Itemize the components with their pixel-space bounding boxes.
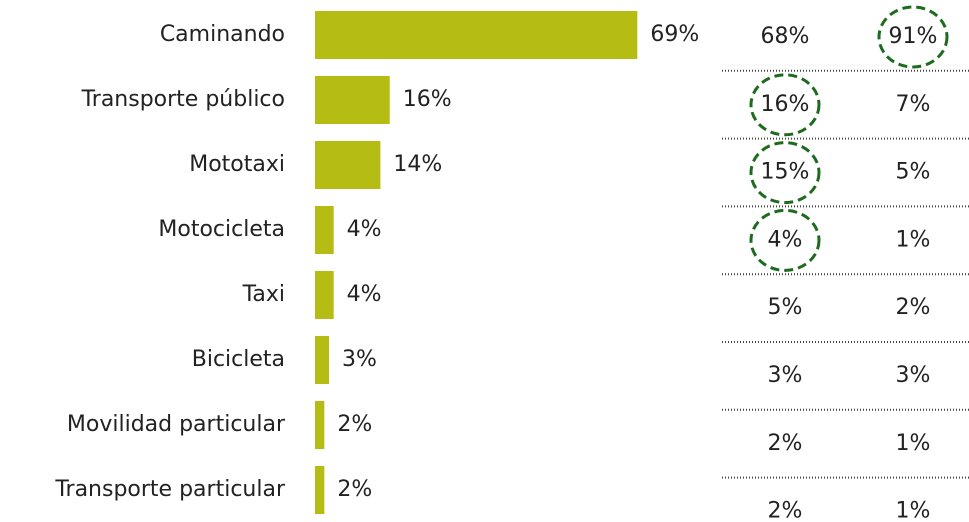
column-value: 5% (768, 295, 803, 320)
category-label: Caminando (160, 22, 285, 47)
column-value: 91% (889, 24, 938, 49)
value-label: 2% (337, 477, 372, 502)
column-value: 3% (896, 363, 931, 388)
value-label: 14% (393, 152, 442, 177)
bar (315, 336, 330, 384)
bar (315, 271, 334, 319)
bar (315, 141, 381, 189)
column-value: 1% (896, 499, 931, 522)
category-label: Mototaxi (189, 152, 285, 177)
category-label: Transporte particular (54, 477, 286, 502)
bar (315, 401, 325, 449)
column-value: 1% (896, 431, 931, 456)
category-label: Taxi (242, 282, 285, 307)
value-label: 4% (347, 282, 382, 307)
category-label: Motocicleta (158, 217, 285, 242)
column-value: 15% (761, 160, 810, 185)
column-value: 2% (896, 295, 931, 320)
column-value: 4% (768, 227, 803, 252)
column-value: 2% (768, 431, 803, 456)
highlight-circle (877, 5, 949, 69)
category-label: Movilidad particular (67, 412, 286, 437)
bar (315, 11, 638, 59)
highlight-circle (749, 208, 821, 272)
bar (315, 466, 325, 514)
column-value: 7% (896, 92, 931, 117)
column-value: 68% (761, 24, 810, 49)
bar (315, 206, 334, 254)
highlight-circle (749, 73, 821, 137)
value-label: 16% (403, 87, 452, 112)
column-value: 1% (896, 227, 931, 252)
bar (315, 76, 390, 124)
value-label: 2% (337, 412, 372, 437)
category-label: Bicicleta (192, 347, 285, 372)
column-value: 5% (896, 160, 931, 185)
column-value: 16% (761, 92, 810, 117)
value-label: 69% (650, 22, 699, 47)
column-value: 2% (768, 499, 803, 522)
column-value: 3% (768, 363, 803, 388)
value-label: 3% (342, 347, 377, 372)
value-label: 4% (347, 217, 382, 242)
category-label: Transporte público (81, 87, 285, 112)
highlight-circle (749, 141, 821, 205)
